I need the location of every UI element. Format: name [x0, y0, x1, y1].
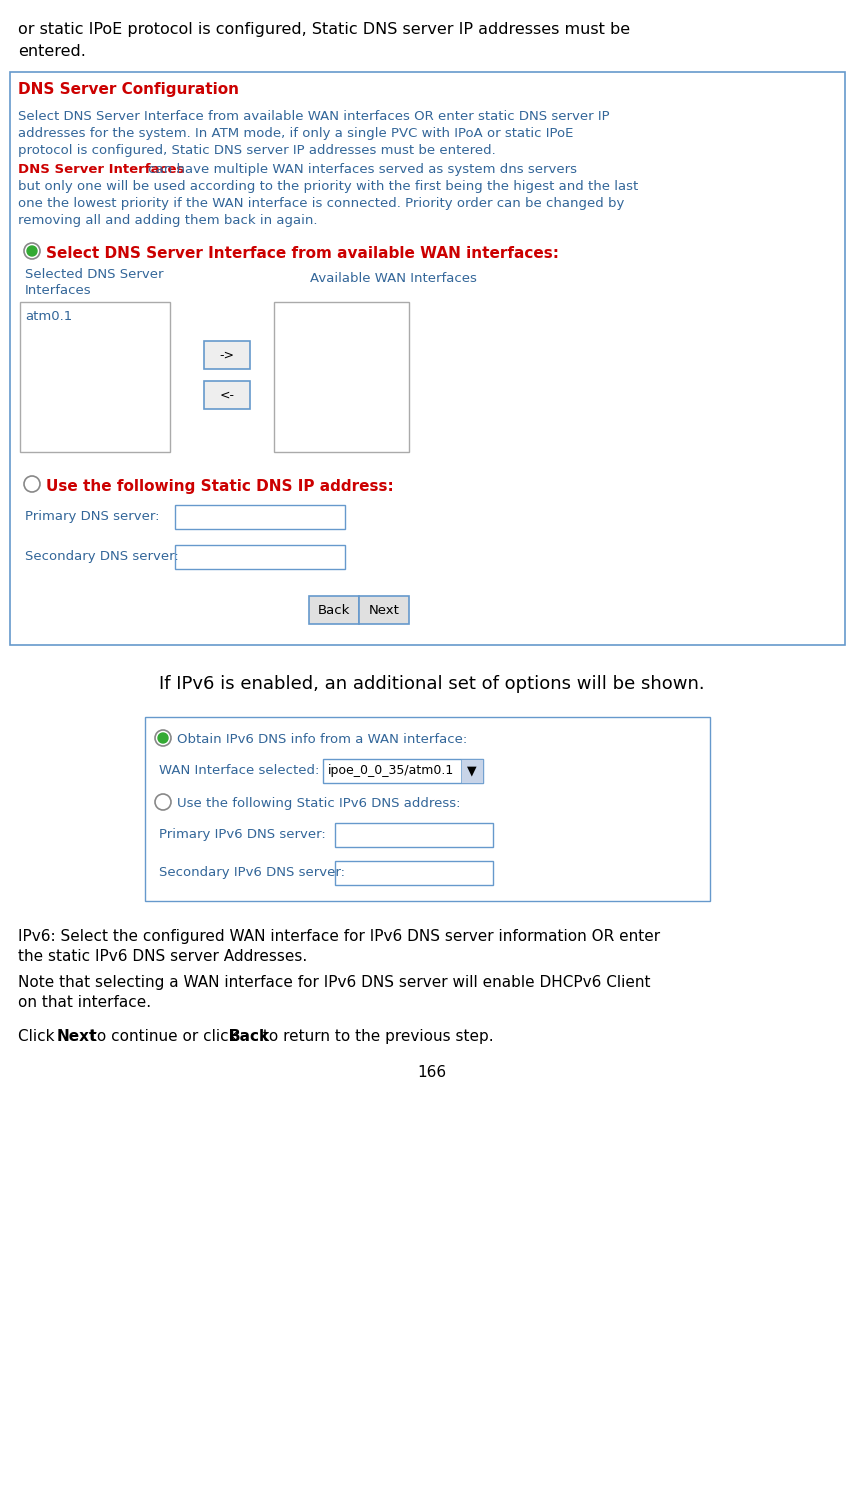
FancyBboxPatch shape [204, 341, 250, 369]
Text: removing all and adding them back in again.: removing all and adding them back in aga… [18, 214, 317, 228]
Text: Use the following Static IPv6 DNS address:: Use the following Static IPv6 DNS addres… [177, 798, 461, 809]
FancyBboxPatch shape [359, 597, 409, 623]
Text: Secondary IPv6 DNS server:: Secondary IPv6 DNS server: [159, 866, 345, 879]
Text: DNS Server Interfaces: DNS Server Interfaces [18, 164, 184, 176]
Text: Available WAN Interfaces: Available WAN Interfaces [310, 272, 477, 286]
Text: but only one will be used according to the priority with the first being the hig: but only one will be used according to t… [18, 180, 638, 193]
Text: IPv6: Select the configured WAN interface for IPv6 DNS server information OR ent: IPv6: Select the configured WAN interfac… [18, 929, 660, 943]
FancyBboxPatch shape [335, 823, 493, 847]
Circle shape [155, 731, 171, 745]
Text: Select DNS Server Interface from available WAN interfaces:: Select DNS Server Interface from availab… [46, 246, 559, 260]
Text: Note that selecting a WAN interface for IPv6 DNS server will enable DHCPv6 Clien: Note that selecting a WAN interface for … [18, 975, 651, 990]
Text: on that interface.: on that interface. [18, 995, 151, 1010]
Text: or static IPoE protocol is configured, Static DNS server IP addresses must be: or static IPoE protocol is configured, S… [18, 22, 630, 37]
Text: WAN Interface selected:: WAN Interface selected: [159, 763, 320, 777]
Text: ->: -> [219, 348, 234, 362]
Text: Back: Back [318, 604, 350, 616]
FancyBboxPatch shape [335, 862, 493, 885]
Text: Selected DNS Server
Interfaces: Selected DNS Server Interfaces [25, 268, 163, 298]
Text: the static IPv6 DNS server Addresses.: the static IPv6 DNS server Addresses. [18, 949, 308, 964]
Text: ipoe_0_0_35/atm0.1: ipoe_0_0_35/atm0.1 [328, 763, 454, 777]
Circle shape [24, 476, 40, 493]
Text: Primary IPv6 DNS server:: Primary IPv6 DNS server: [159, 827, 326, 841]
Text: <-: <- [219, 388, 234, 402]
FancyBboxPatch shape [175, 545, 345, 568]
Text: Click: Click [18, 1030, 60, 1045]
Text: DNS Server Configuration: DNS Server Configuration [18, 82, 239, 97]
Text: Obtain IPv6 DNS info from a WAN interface:: Obtain IPv6 DNS info from a WAN interfac… [177, 734, 467, 745]
FancyBboxPatch shape [175, 504, 345, 530]
Text: Primary DNS server:: Primary DNS server: [25, 510, 160, 522]
FancyBboxPatch shape [323, 759, 483, 783]
Text: ▼: ▼ [467, 765, 477, 778]
Circle shape [27, 246, 37, 256]
Text: Select DNS Server Interface from available WAN interfaces OR enter static DNS se: Select DNS Server Interface from availab… [18, 110, 610, 124]
FancyBboxPatch shape [204, 381, 250, 409]
Text: atm0.1: atm0.1 [25, 310, 73, 323]
Text: can have multiple WAN interfaces served as system dns servers: can have multiple WAN interfaces served … [144, 164, 577, 176]
Text: entered.: entered. [18, 45, 86, 60]
Circle shape [158, 734, 168, 743]
Text: Use the following Static DNS IP address:: Use the following Static DNS IP address: [46, 479, 394, 494]
Text: Next: Next [369, 604, 399, 616]
Text: Next: Next [57, 1030, 98, 1045]
Text: 166: 166 [417, 1065, 447, 1080]
Text: one the lowest priority if the WAN interface is connected. Priority order can be: one the lowest priority if the WAN inter… [18, 196, 625, 210]
Text: to return to the previous step.: to return to the previous step. [257, 1030, 493, 1045]
Text: to continue or click: to continue or click [86, 1030, 242, 1045]
Circle shape [155, 795, 171, 809]
Circle shape [24, 243, 40, 259]
FancyBboxPatch shape [20, 302, 170, 452]
Text: If IPv6 is enabled, an additional set of options will be shown.: If IPv6 is enabled, an additional set of… [159, 676, 705, 693]
Text: addresses for the system. In ATM mode, if only a single PVC with IPoA or static : addresses for the system. In ATM mode, i… [18, 126, 574, 140]
FancyBboxPatch shape [309, 597, 359, 623]
Text: protocol is configured, Static DNS server IP addresses must be entered.: protocol is configured, Static DNS serve… [18, 144, 496, 158]
Text: Secondary DNS server:: Secondary DNS server: [25, 551, 179, 562]
FancyBboxPatch shape [461, 759, 483, 783]
FancyBboxPatch shape [145, 717, 710, 902]
Text: Back: Back [229, 1030, 270, 1045]
FancyBboxPatch shape [10, 71, 845, 644]
FancyBboxPatch shape [274, 302, 409, 452]
